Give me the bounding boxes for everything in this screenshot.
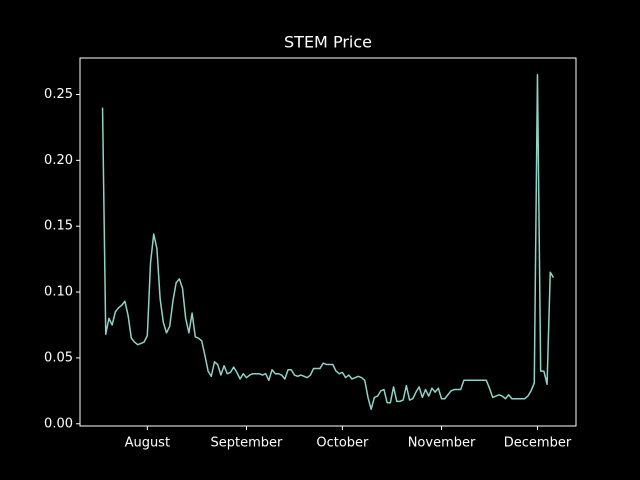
x-tick-label: September [211, 436, 284, 451]
x-tick-label: August [125, 436, 171, 451]
x-tick-label: November [408, 436, 476, 451]
y-tick-label: 0.00 [44, 416, 73, 431]
y-tick-label: 0.25 [44, 87, 73, 102]
price-line [101, 73, 555, 411]
y-tick-label: 0.10 [44, 285, 73, 300]
plot-frame [79, 57, 577, 427]
y-tick-label: 0.20 [44, 153, 73, 168]
x-tick-label: December [504, 436, 572, 451]
x-tick-label: October [316, 436, 369, 451]
chart-title: STEM Price [284, 33, 372, 52]
y-tick-label: 0.05 [44, 350, 73, 365]
y-tick-label: 0.15 [44, 219, 73, 234]
